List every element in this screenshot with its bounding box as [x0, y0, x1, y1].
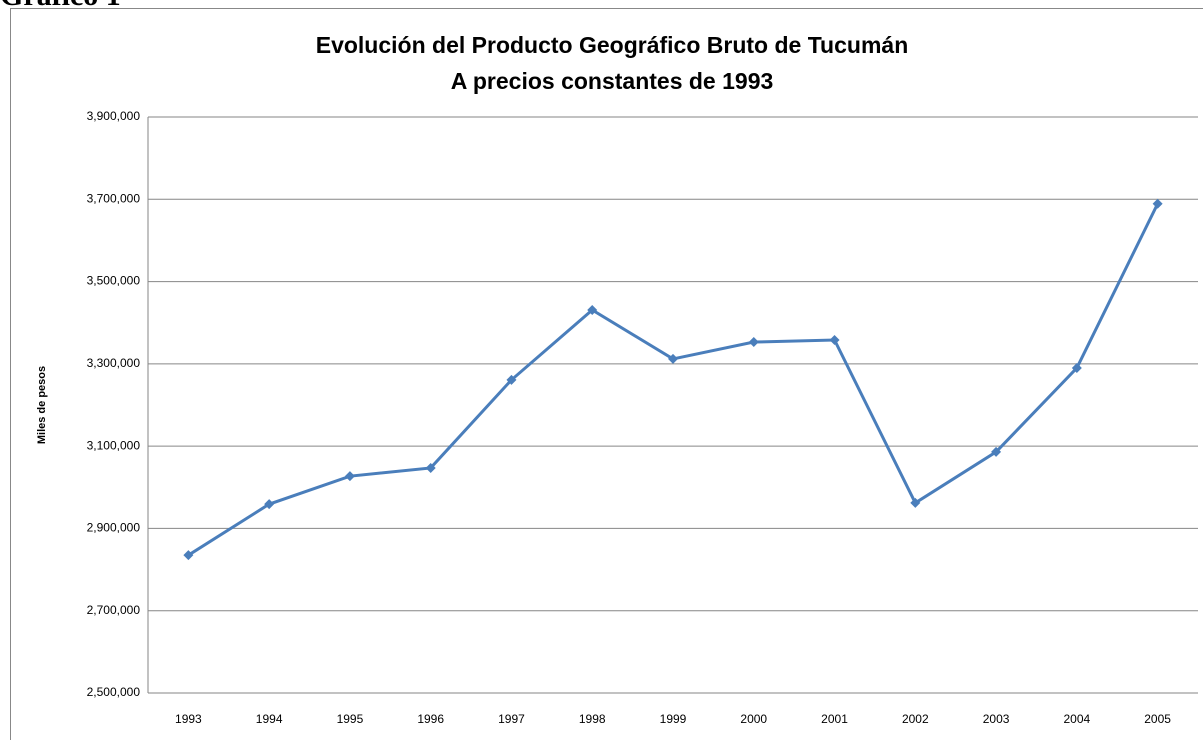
- heading: Gráfico 1: [0, 0, 121, 12]
- y-tick-label: 3,900,000: [87, 109, 141, 123]
- line: [187, 203, 1159, 557]
- x-tick-label: 2005: [1144, 712, 1171, 726]
- x-tick-label: 1994: [256, 712, 283, 726]
- y-tick-label: 3,300,000: [87, 356, 141, 370]
- x-tick-label: 1995: [337, 712, 364, 726]
- chart-border: [10, 8, 1203, 740]
- marker: [506, 374, 517, 385]
- marker: [1152, 198, 1163, 209]
- x-tick-label: 2003: [983, 712, 1010, 726]
- x-tick-label: 1996: [417, 712, 444, 726]
- y-tick-label: 2,900,000: [87, 521, 141, 535]
- y-tick-label: 3,100,000: [87, 438, 141, 452]
- x-tick-label: 2002: [902, 712, 929, 726]
- y-axis-label: Miles de pesos: [36, 366, 48, 444]
- y-tick-label: 2,700,000: [87, 603, 141, 617]
- y-tick-label: 3,500,000: [87, 274, 141, 288]
- marker: [910, 497, 921, 508]
- y-tick-label: 3,700,000: [87, 191, 141, 205]
- marker: [183, 550, 194, 561]
- chart-subtitle: A precios constantes de 1993: [451, 68, 774, 94]
- marker: [264, 499, 275, 510]
- x-tick-label: 2000: [740, 712, 767, 726]
- marker: [829, 334, 840, 345]
- marker: [748, 337, 759, 348]
- x-tick-label: 1997: [498, 712, 525, 726]
- marker: [344, 471, 355, 482]
- chart-title: Evolución del Producto Geográfico Bruto …: [316, 32, 909, 58]
- x-tick-label: 2004: [1063, 712, 1090, 726]
- marker: [668, 353, 678, 364]
- y-tick-label: 2,500,000: [87, 685, 141, 699]
- x-tick-label: 1999: [660, 712, 687, 726]
- x-tick-label: 1998: [579, 712, 606, 726]
- marker: [425, 462, 436, 473]
- x-tick-label: 1993: [175, 712, 202, 726]
- marker: [587, 304, 598, 315]
- marker: [1071, 362, 1082, 373]
- x-tick-label: 2001: [821, 712, 848, 726]
- marker: [991, 446, 1002, 457]
